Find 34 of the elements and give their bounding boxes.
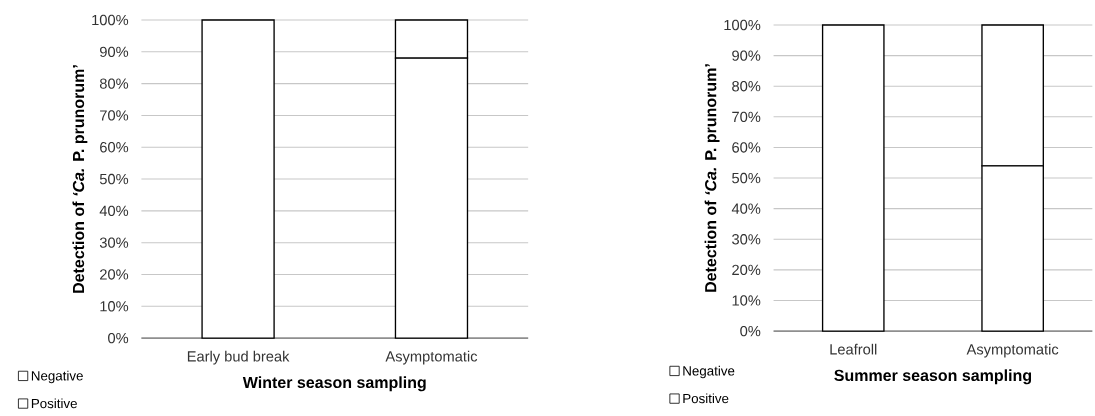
y-tick-label: 40%: [731, 203, 761, 214]
y-tick-label: 20%: [732, 264, 761, 276]
y-tick-label: 70%: [732, 111, 761, 122]
y-tick-label: 80%: [99, 78, 129, 89]
y-tick-label: 60%: [100, 142, 129, 153]
y-tick-label: 80%: [732, 80, 761, 92]
y-tick-label: 10%: [732, 295, 761, 306]
x-tick-label: Asymptomatic: [966, 343, 1059, 358]
y-tick-label: 50%: [99, 173, 129, 185]
x-axis-title: Summer season sampling: [834, 369, 1032, 385]
y-tick-label: 60%: [732, 142, 761, 153]
y-tick-label: 50%: [732, 172, 761, 184]
y-tick-label: 10%: [100, 301, 129, 312]
x-axis-title: Winter season sampling: [242, 376, 426, 392]
y-axis-title: Detection of ‘Ca. P. prunorum’: [72, 65, 88, 293]
y-tick-label: 0%: [108, 332, 129, 344]
y-tick-label: 100%: [724, 19, 761, 31]
y-axis-title: Detection of ‘Ca. P. prunorum’: [704, 64, 720, 292]
x-tick-label: Leafroll: [830, 343, 877, 355]
legend-label: Positive: [683, 393, 729, 404]
legend-label: Negative: [683, 365, 735, 379]
y-tick-label: 30%: [732, 234, 761, 245]
x-tick-label: Asymptomatic: [385, 350, 478, 365]
y-tick-label: 40%: [99, 205, 129, 216]
y-tick-label: 30%: [99, 237, 129, 248]
legend-label: Negative: [31, 370, 83, 384]
y-tick-label: 70%: [100, 110, 129, 121]
y-tick-label: 100%: [92, 14, 129, 26]
y-tick-label: 90%: [732, 50, 761, 61]
y-tick-label: 0%: [740, 325, 761, 337]
y-tick-label: 90%: [100, 46, 129, 57]
legend-label: Positive: [31, 398, 77, 409]
y-tick-label: 20%: [100, 269, 129, 280]
x-tick-label: Early bud break: [187, 350, 290, 365]
